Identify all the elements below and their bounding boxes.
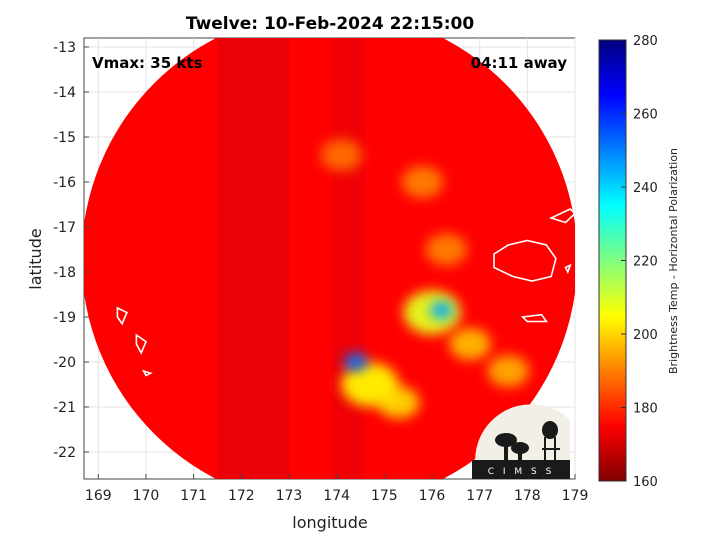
swath-feature <box>341 362 399 407</box>
x-tick-label: 178 <box>514 488 541 504</box>
y-tick-label: -18 <box>53 265 76 281</box>
y-tick-label: -16 <box>53 175 76 191</box>
colorbar-ticks: 280 260 240 220 200 180 160 <box>621 34 658 490</box>
cimss-logo: C I M S S <box>472 404 570 479</box>
y-tick-label: -14 <box>53 85 76 101</box>
colorbar-tick-label: 180 <box>633 402 658 417</box>
swath-features <box>217 38 530 479</box>
coastlines <box>116 208 575 377</box>
x-tick-label: 173 <box>276 488 303 504</box>
coastline-mare <box>116 306 128 326</box>
y-tick-label: -15 <box>53 130 76 146</box>
x-tick-label: 179 <box>562 488 589 504</box>
y-axis-ticks: -13 -14 -15 -16 -17 -18 -19 -20 -21 -22 <box>53 40 89 461</box>
coastline-vanua-levu <box>549 208 575 224</box>
x-tick-label: 171 <box>180 488 207 504</box>
chart-title: Twelve: 10-Feb-2024 22:15:00 <box>186 14 474 34</box>
swath-image <box>84 38 575 479</box>
y-tick-label: -19 <box>53 310 76 326</box>
coastline-kadavu <box>520 313 548 323</box>
swath-stripe <box>217 38 289 479</box>
coastline-small-island-1 <box>564 263 572 275</box>
y-tick-label: -13 <box>53 40 76 56</box>
x-tick-label: 176 <box>419 488 446 504</box>
swath-feature <box>320 139 363 171</box>
colorbar-tick-label: 200 <box>633 328 658 343</box>
x-tick-label: 174 <box>323 488 350 504</box>
distance-label: 04:11 away <box>471 54 568 72</box>
colorbar-tick-label: 260 <box>633 108 658 123</box>
swath-feature <box>344 353 368 371</box>
y-axis-label: latitude <box>26 228 45 289</box>
x-tick-label: 175 <box>371 488 398 504</box>
coastline-viti-levu <box>493 239 557 282</box>
vmax-label: Vmax: 35 kts <box>92 54 202 72</box>
swath-feature <box>401 166 444 198</box>
swath-feature <box>429 301 454 320</box>
x-tick-label: 177 <box>466 488 493 504</box>
x-axis-label: longitude <box>292 513 367 532</box>
x-tick-label: 172 <box>228 488 255 504</box>
y-tick-label: -17 <box>53 220 76 236</box>
swath-feature <box>425 233 468 266</box>
swath-feature <box>487 355 530 387</box>
colorbar-tick-label: 160 <box>633 475 658 490</box>
y-tick-label: -22 <box>53 445 76 461</box>
swath-stripe <box>331 38 366 479</box>
x-axis-ticks: 169 170 171 172 173 174 175 176 177 178 179 <box>85 474 588 504</box>
swath-feature <box>449 328 491 360</box>
coastline-ouvea <box>141 369 153 377</box>
y-tick-label: -21 <box>53 400 76 416</box>
y-tick-label: -20 <box>53 355 76 371</box>
colorbar-tick-label: 240 <box>633 181 658 196</box>
x-tick-label: 170 <box>133 488 160 504</box>
swath-background <box>84 38 575 479</box>
colorbar-tick-label: 280 <box>633 34 658 49</box>
x-tick-label: 169 <box>85 488 112 504</box>
colorbar-tick-label: 220 <box>633 255 658 270</box>
coastline-lifou <box>135 333 147 355</box>
colorbar-label: Brightness Temp - Horizontal Polarizatio… <box>667 148 680 374</box>
logo-text: C I M S S <box>488 467 555 477</box>
